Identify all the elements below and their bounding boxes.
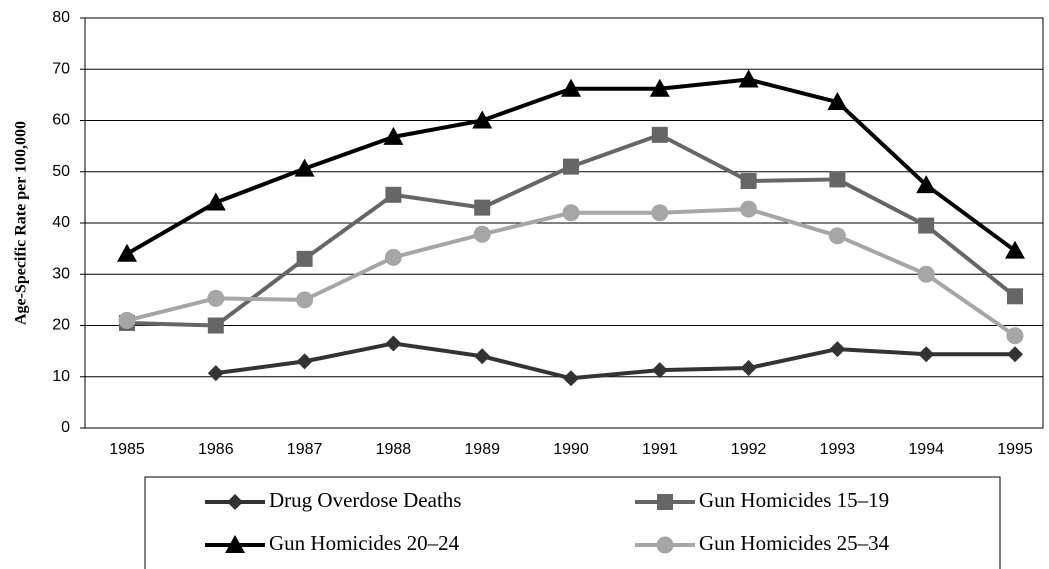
- data-point: [385, 335, 402, 352]
- y-tick-label: 20: [52, 317, 70, 334]
- data-point: [829, 341, 846, 358]
- x-tick-label: 1988: [376, 441, 412, 458]
- x-tick-label: 1994: [908, 441, 944, 458]
- legend-label: Gun Homicides 20–24: [269, 531, 460, 555]
- legend-marker: [656, 536, 674, 554]
- data-point: [205, 192, 226, 211]
- data-point: [296, 353, 313, 370]
- data-point: [117, 243, 137, 262]
- legend-box: [144, 476, 1001, 569]
- data-point: [118, 311, 136, 329]
- data-point: [651, 362, 668, 379]
- data-point: [561, 78, 581, 97]
- data-point: [473, 225, 491, 243]
- y-tick-label: 60: [52, 112, 70, 129]
- y-tick-label: 70: [52, 60, 70, 77]
- y-axis-label: Age-Specific Rate per 100,000: [13, 121, 30, 325]
- series-line: [215, 341, 1015, 381]
- data-point: [829, 171, 846, 188]
- y-tick-label: 30: [52, 265, 70, 282]
- data-point: [740, 360, 757, 377]
- data-point: [563, 158, 579, 175]
- data-point: [207, 365, 224, 382]
- x-tick-label: 1985: [109, 441, 145, 458]
- data-point: [918, 346, 935, 363]
- data-point: [562, 204, 580, 222]
- x-tick-label: 1990: [553, 441, 589, 458]
- data-point: [740, 200, 758, 218]
- data-point: [1007, 346, 1023, 363]
- x-tick-label: 1995: [997, 441, 1033, 458]
- data-point: [917, 265, 935, 283]
- legend-label: Drug Overdose Deaths: [269, 488, 461, 512]
- data-point: [740, 172, 757, 189]
- data-point: [563, 370, 579, 387]
- data-point: [828, 227, 846, 245]
- data-point: [296, 250, 313, 267]
- data-point: [651, 126, 668, 143]
- data-point: [294, 158, 315, 177]
- x-tick-label: 1991: [642, 441, 678, 458]
- data-point: [827, 92, 848, 111]
- data-point: [1007, 288, 1023, 305]
- data-point: [651, 204, 669, 222]
- legend-marker: [225, 535, 245, 553]
- x-tick-label: 1992: [731, 441, 767, 458]
- y-tick-label: 80: [52, 9, 70, 26]
- data-point: [738, 69, 759, 88]
- legend-label: Gun Homicides 15–19: [699, 488, 889, 512]
- data-point: [1006, 327, 1024, 345]
- data-point: [474, 199, 491, 216]
- data-point: [916, 175, 937, 194]
- x-tick-label: 1993: [820, 441, 856, 458]
- data-point: [918, 217, 935, 234]
- y-tick-label: 40: [52, 214, 70, 231]
- y-tick-label: 50: [52, 163, 70, 180]
- data-point: [384, 248, 402, 266]
- legend-marker: [657, 494, 673, 510]
- data-point: [472, 110, 493, 129]
- data-point: [207, 317, 224, 334]
- data-point: [383, 126, 404, 145]
- data-point: [207, 289, 225, 307]
- data-point: [649, 78, 670, 97]
- legend-label: Gun Homicides 25–34: [699, 531, 890, 555]
- data-point: [474, 348, 491, 365]
- series-line: [126, 207, 1017, 338]
- y-tick-label: 10: [52, 368, 70, 385]
- legend-marker: [227, 494, 243, 510]
- data-point: [296, 291, 314, 309]
- x-tick-label: 1987: [287, 441, 323, 458]
- data-point: [1005, 240, 1025, 259]
- x-tick-label: 1986: [198, 441, 234, 458]
- y-tick-label: 0: [61, 419, 70, 436]
- data-point: [385, 186, 402, 203]
- x-tick-label: 1989: [464, 441, 500, 458]
